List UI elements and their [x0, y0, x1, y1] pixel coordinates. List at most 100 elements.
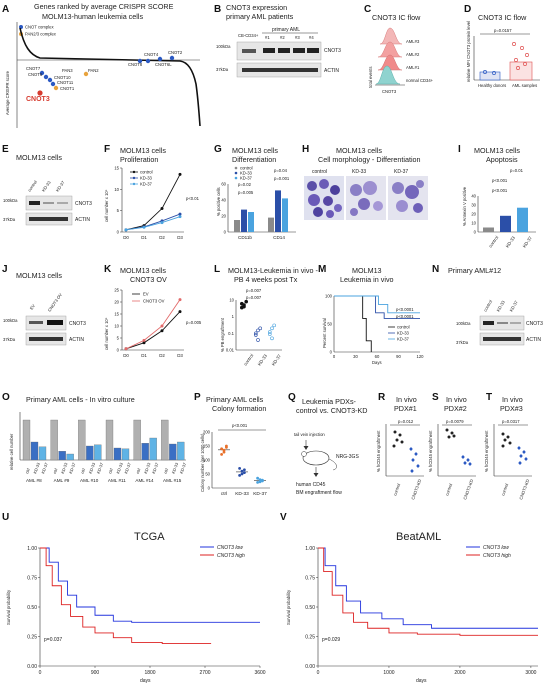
panel-k-ylabel: cell number x 10⁵ [104, 317, 109, 350]
gene-label: CNOT8 [128, 62, 143, 67]
legend-low: CNOT3 low [217, 545, 243, 551]
mouse-icon [301, 450, 337, 471]
cell [396, 200, 408, 212]
category-label: CNOT3-KD [410, 479, 422, 501]
x-tick-label: D2 [159, 353, 165, 358]
data-point [178, 215, 182, 219]
gene-point [39, 70, 45, 76]
data-point [267, 332, 272, 336]
data-point [254, 331, 258, 336]
panel-q-title: Leukemia PDXs- [302, 397, 357, 406]
panel-f-ylabel: cell number x 10⁵ [104, 189, 109, 222]
gene-label: CNOT4 [144, 52, 159, 57]
panel-i-ylabel: % Annexin V positive [462, 186, 467, 226]
x-tick-label: 0 [39, 670, 42, 676]
category-label: CNOT3-KD [462, 479, 474, 501]
y-tick-label: 0.25 [27, 634, 37, 640]
sample-label: AML#2 [406, 52, 420, 57]
panel-d-title: CNOT3 IC flow [478, 13, 527, 22]
cell [358, 198, 370, 210]
panel-o-ylabel: relative cell number [9, 433, 14, 470]
x-tick-label: D0 [123, 235, 129, 240]
bar-label: ctrl [107, 468, 114, 475]
mouse-tail [328, 458, 337, 471]
x-tick-label: KD-37 [253, 491, 267, 497]
blot-band [307, 48, 319, 53]
data-point [516, 66, 520, 70]
data-point [400, 440, 404, 444]
bar-label: KD-37 [179, 461, 188, 474]
panel-k: K MOLM13 cells CNOT3 OV cell number x 10… [104, 264, 202, 358]
marker-100kda: 100kDa [3, 318, 18, 323]
data-point [512, 42, 516, 46]
panel-s-pvalue: p=0.0079 [446, 419, 464, 424]
bar-label: KD-37 [123, 461, 132, 474]
panel-a-subtitle: MOLM13-human leukemia cells [42, 12, 143, 21]
marker-100kda: 100kDa [456, 321, 471, 326]
blot-band [29, 217, 68, 221]
y-tick-label: 1.00 [27, 546, 37, 552]
blot-band [47, 320, 63, 325]
data-point [272, 323, 277, 328]
data-point [517, 446, 521, 450]
histogram-aml3 [379, 27, 403, 45]
sample-label: normal CD34+ [406, 78, 434, 83]
data-point [220, 447, 224, 451]
panel-letter-c: C [364, 4, 371, 15]
panel-t-ylabel: % hCD45 engraftment [484, 430, 489, 472]
data-point [414, 452, 418, 456]
data-point [267, 330, 272, 334]
arrow-head [303, 446, 309, 450]
bar [141, 443, 149, 461]
bar [22, 419, 31, 461]
panel-k-pvalue: p=0.005 [186, 320, 202, 325]
panel-letter-r: R [378, 392, 386, 403]
bar [500, 215, 511, 232]
mouse-label: NRG-3GS [336, 454, 359, 460]
series-line [125, 311, 181, 350]
panel-g-title: MOLM13 cells [232, 146, 278, 155]
data-point [409, 447, 413, 451]
band-label: ACTIN [69, 337, 84, 343]
lane-label: control [27, 179, 38, 192]
data-point [238, 474, 242, 477]
bar [177, 441, 185, 461]
lane-label: CB-CD34+ [238, 33, 259, 38]
data-point [124, 347, 128, 351]
x-tick-label: control [488, 235, 500, 249]
bar [483, 227, 494, 232]
bar-label: KD-37 [40, 461, 49, 474]
data-point [398, 433, 402, 437]
y-tick-label: 40 [471, 194, 476, 199]
panel-b-group: primary AML [272, 27, 300, 33]
data-point [238, 467, 242, 470]
panel-v-ylabel: Survival probability [286, 589, 291, 625]
panel-letter-l: L [214, 264, 220, 275]
data-point [243, 471, 246, 474]
x-tick-label: KD-37 [522, 235, 534, 249]
y-tick-label: 10 [229, 298, 234, 303]
blot-band [29, 201, 40, 205]
panel-r-ylabel: % hCD45 engraftment [376, 430, 381, 472]
panel-j-title: MOLM13 cells [16, 271, 62, 280]
panel-h-subtitle: Cell morphology - Differentiation [318, 155, 421, 164]
lane-label: KD-37 [55, 179, 66, 192]
chart-i: 0 10 20 30 40 control KD-33 KD-37 [471, 194, 536, 249]
sample-label: AML#1 [406, 65, 420, 70]
lane-label: KD-33 [41, 179, 52, 192]
data-point [392, 444, 396, 448]
panel-k-title: MOLM13 cells [120, 266, 166, 275]
data-point [258, 478, 262, 481]
bar [149, 437, 157, 461]
y-tick-label: 60 [221, 182, 226, 187]
points-control [501, 432, 512, 448]
bar [268, 217, 274, 232]
cell [363, 181, 377, 195]
y-tick-label: 100 [203, 458, 211, 463]
data-point [225, 444, 228, 448]
y-tick-label: 0.00 [305, 664, 315, 670]
micrograph-kd33 [346, 176, 386, 220]
marker-37kda: 37kDa [3, 337, 16, 342]
y-tick-label: 50 [205, 472, 210, 477]
legend-label: control [140, 170, 153, 175]
